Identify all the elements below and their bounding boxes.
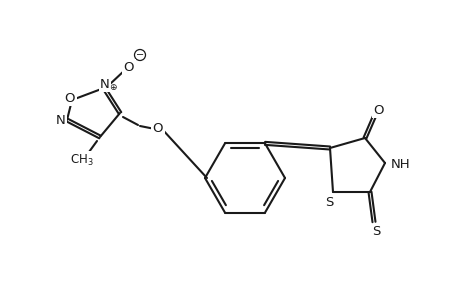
Text: S: S [324, 196, 332, 209]
Text: O: O [152, 122, 163, 136]
Text: CH$_3$: CH$_3$ [70, 152, 94, 167]
Text: O: O [65, 92, 75, 104]
Text: ⊕: ⊕ [109, 82, 117, 91]
Text: O: O [373, 103, 383, 116]
Text: O: O [123, 61, 134, 74]
Text: −: − [136, 50, 144, 60]
Text: N: N [56, 113, 66, 127]
Text: NH: NH [390, 158, 410, 170]
Text: S: S [371, 226, 379, 238]
Text: N: N [100, 77, 110, 91]
